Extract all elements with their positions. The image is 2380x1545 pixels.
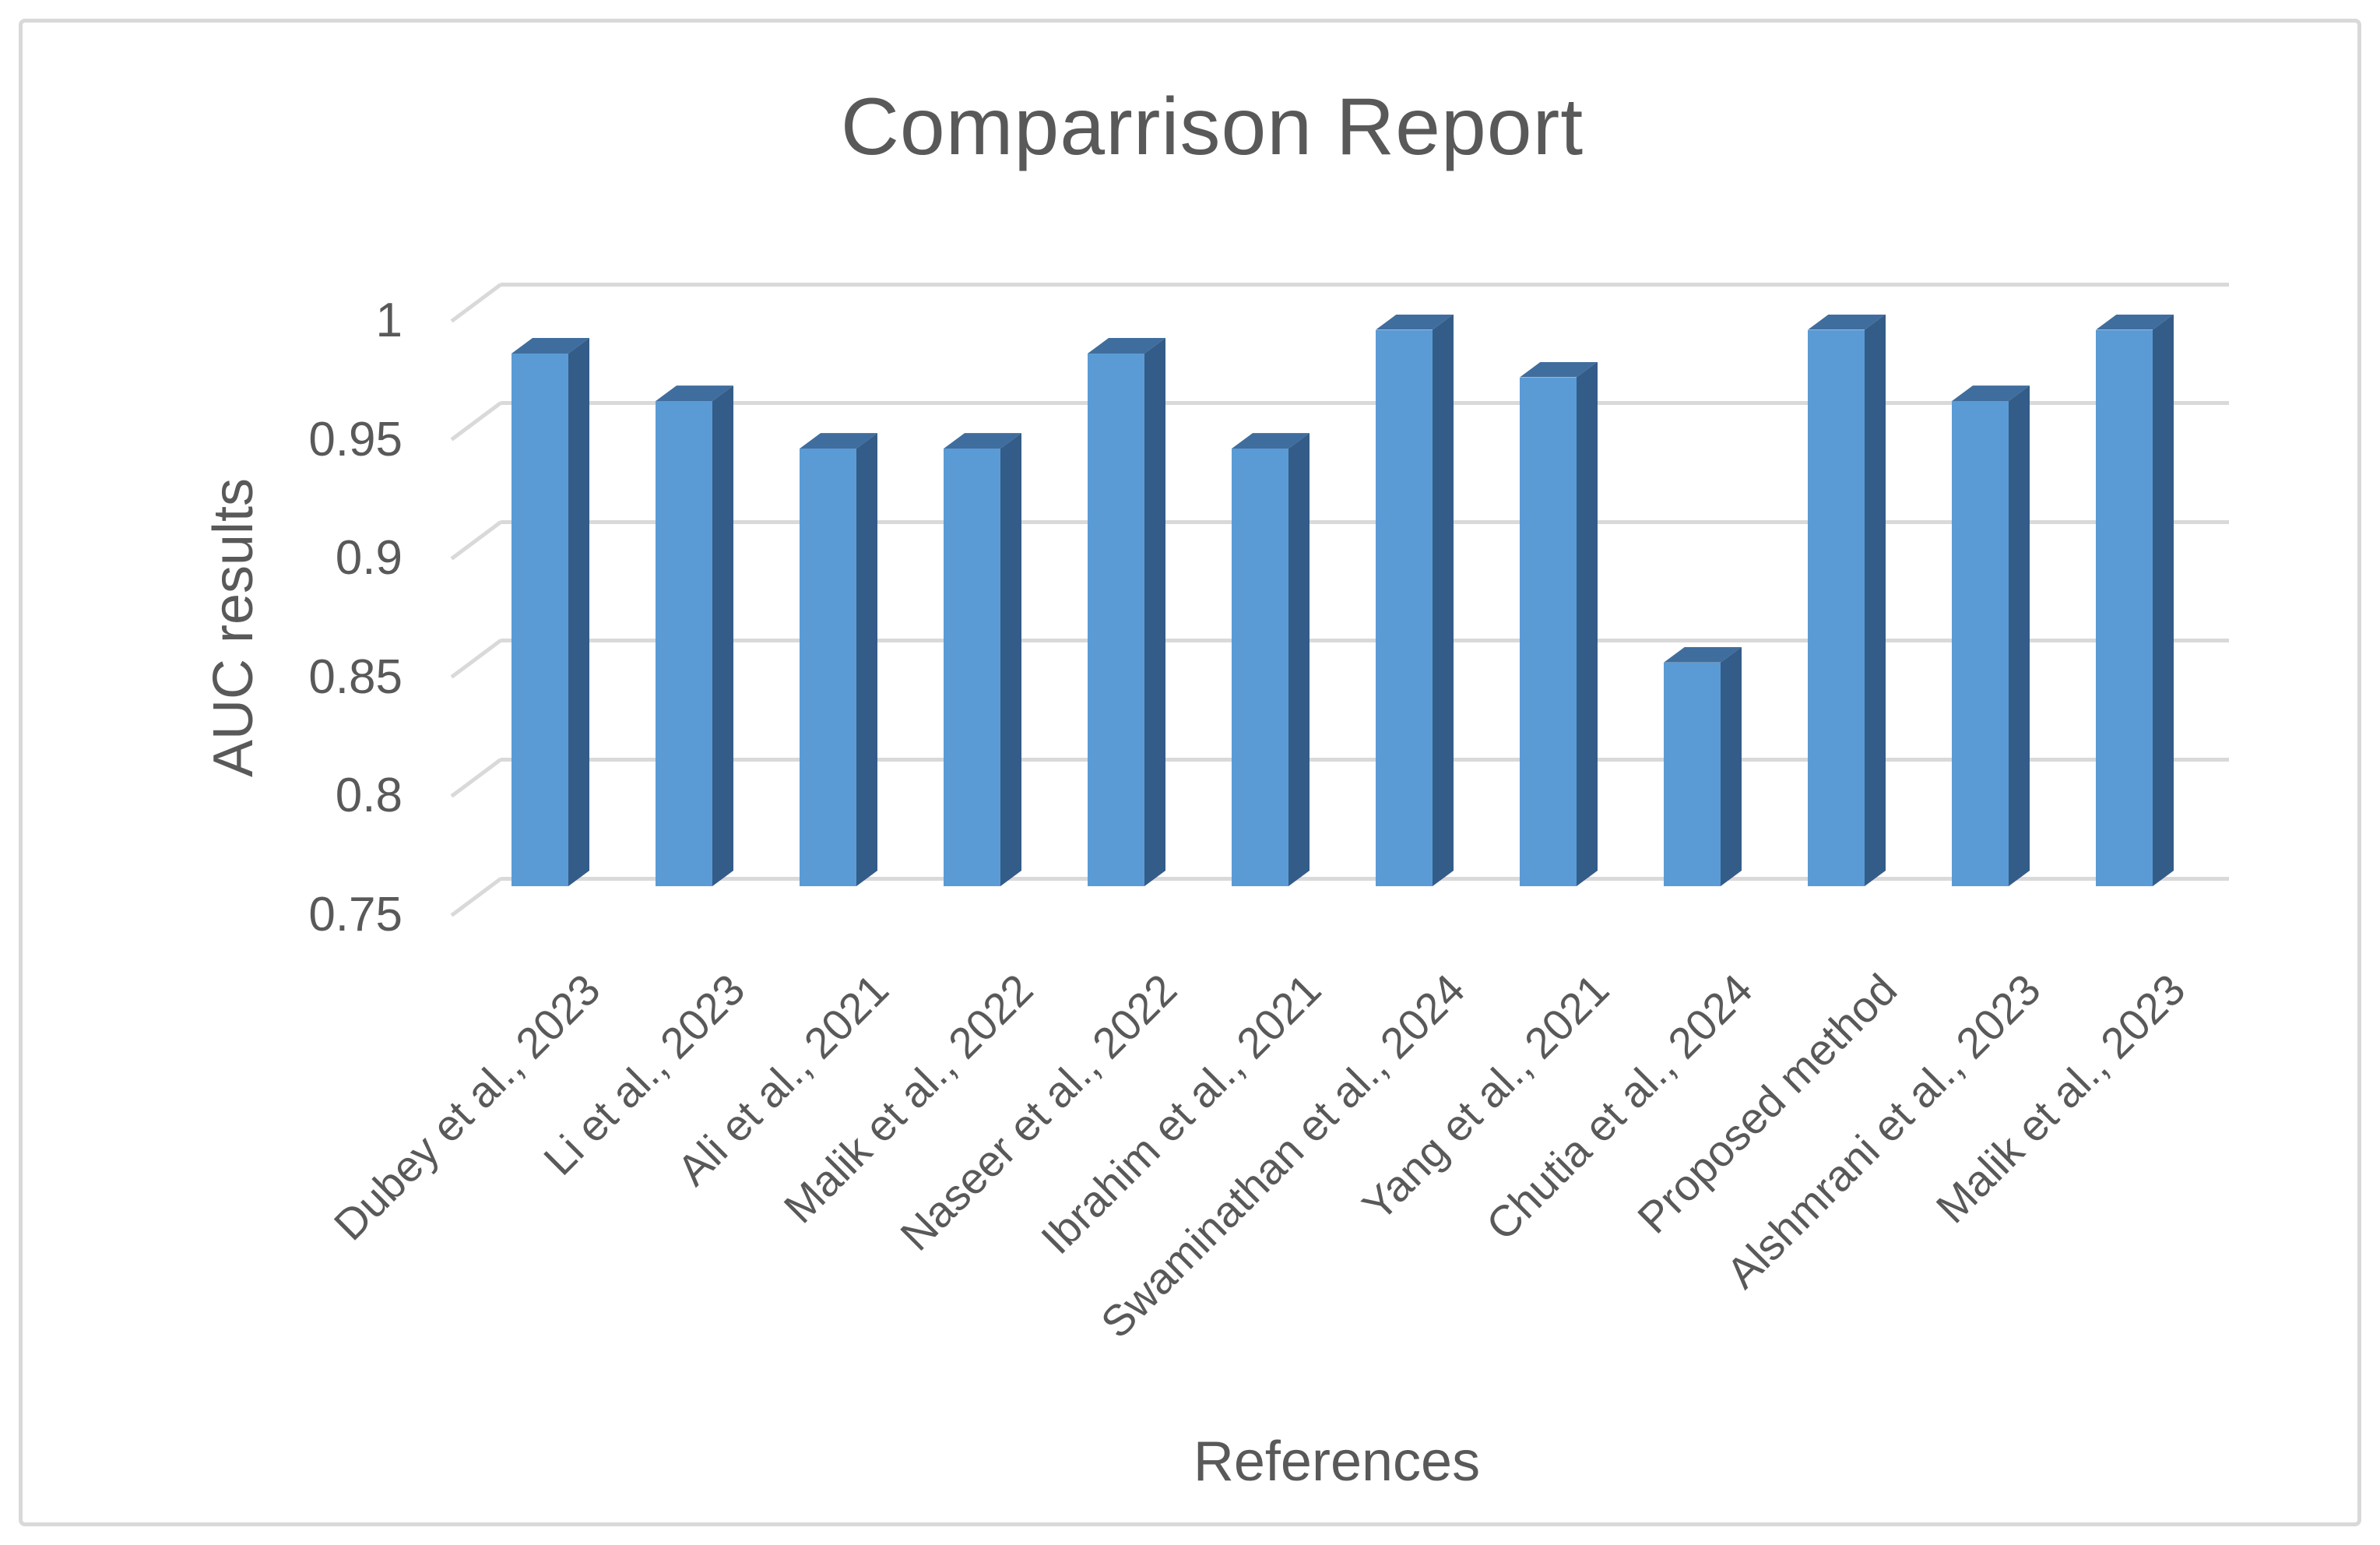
y-tick-label: 0.85 (308, 649, 403, 704)
gridline (501, 876, 2229, 881)
x-category-label: Ibrahim et al., 2021 (1031, 964, 1331, 1264)
gridline (501, 519, 2229, 524)
x-category-label: Malik et al., 2023 (1926, 964, 2195, 1233)
bar-side-face (1865, 315, 1886, 886)
gridline (501, 757, 2229, 762)
x-category-label: Dubey et al., 2023 (325, 964, 610, 1250)
bar-top-face (1232, 433, 1310, 449)
chart-title: Comparrison Report (840, 82, 1584, 172)
gridline (501, 639, 2229, 643)
y-tick-label: 1 (375, 294, 403, 347)
bar (1808, 329, 1865, 886)
bar-side-face (568, 338, 589, 886)
gridline-depth-segment (450, 639, 502, 679)
bar (656, 401, 712, 886)
bar-side-face (856, 433, 877, 886)
bar-top-face (1088, 338, 1165, 354)
gridline (501, 282, 2229, 287)
bar-top-face (800, 433, 877, 449)
y-tick-label: 0.75 (308, 888, 403, 941)
x-category-label: Malik et al., 2022 (774, 964, 1042, 1233)
bar-top-face (1376, 314, 1454, 330)
bar (800, 449, 856, 886)
bar-side-face (1288, 433, 1310, 886)
bar-side-face (2009, 385, 2030, 886)
bar-top-face (1664, 646, 1742, 663)
gridline-depth-segment (450, 877, 502, 917)
bar-side-face (712, 385, 733, 886)
bar-top-face (1520, 361, 1598, 378)
bar (944, 449, 1000, 886)
bar-top-face (1952, 385, 2030, 402)
bar-side-face (1144, 338, 1165, 886)
bar (1376, 329, 1433, 886)
x-category-label: Naseer et al., 2022 (890, 964, 1186, 1260)
bar (2096, 329, 2153, 886)
bar-side-face (1577, 362, 1598, 886)
bar (512, 354, 568, 886)
bar (1088, 354, 1144, 886)
bar-side-face (1433, 315, 1454, 886)
x-category-label: Proposed method (1627, 964, 1907, 1243)
bar-side-face (2153, 315, 2174, 886)
bar-top-face (1808, 314, 1886, 330)
figure-border (19, 19, 2361, 1526)
y-tick-label: 0.95 (308, 412, 403, 466)
x-category-label: Yang et al., 2021 (1352, 964, 1619, 1230)
bar (1952, 401, 2009, 886)
y-tick-label: 0.9 (335, 531, 403, 586)
bar-top-face (512, 338, 589, 354)
gridline-depth-segment (450, 401, 502, 442)
bar-top-face (944, 433, 1021, 449)
gridline (501, 401, 2229, 406)
bar (1520, 377, 1577, 886)
y-tick-label: 0.8 (335, 769, 403, 823)
gridline-depth-segment (450, 283, 502, 323)
bar-top-face (2096, 314, 2174, 330)
bar-side-face (1000, 433, 1021, 886)
bar-top-face (656, 385, 733, 402)
bar-side-face (1721, 647, 1742, 886)
bar (1664, 662, 1721, 886)
bar (1232, 449, 1288, 886)
x-category-label: Chutia et al., 2024 (1477, 964, 1763, 1250)
gridline-depth-segment (450, 758, 502, 798)
gridline-depth-segment (450, 520, 502, 561)
x-axis-title: References (1193, 1431, 1481, 1493)
